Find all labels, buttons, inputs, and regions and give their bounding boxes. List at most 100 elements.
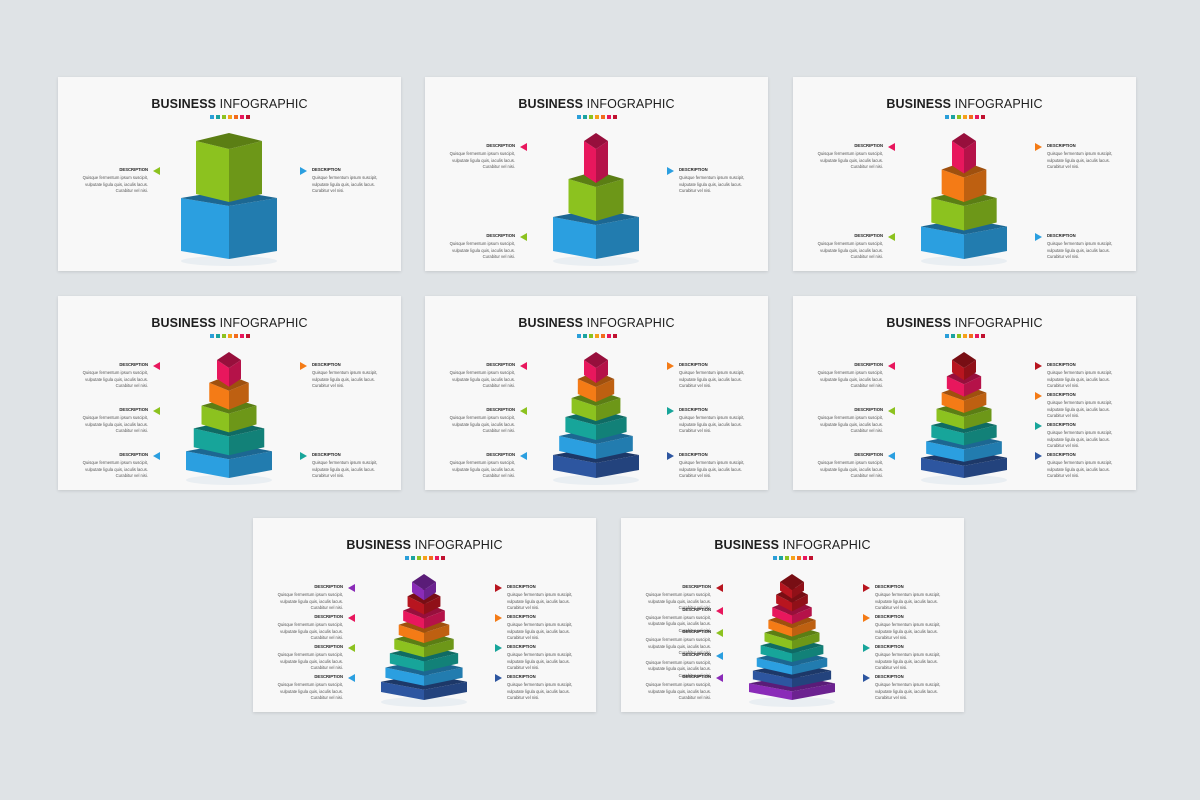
description-block-right: DESCRIPTION Quisque fermentum ipsum susci…: [1047, 233, 1127, 261]
triangle-right-icon: [300, 452, 307, 460]
triangle-left-icon: [348, 584, 355, 592]
color-dot: [594, 115, 599, 119]
description-text: Quisque fermentum ipsum suscipit, vulput…: [1047, 400, 1113, 419]
color-dot: [962, 115, 967, 119]
description-block-right: DESCRIPTION Quisque fermentum ipsum susci…: [1047, 143, 1127, 171]
color-dot: [606, 115, 611, 119]
color-dot: [233, 115, 238, 119]
description-block-left: DESCRIPTION Quisque fermentum ipsum susci…: [435, 452, 515, 480]
slide-1[interactable]: BUSINESS INFOGRAPHIC DESCRIPTION Quisque f…: [58, 77, 401, 271]
description-text: Quisque fermentum ipsum suscipit, vulput…: [679, 175, 745, 194]
description-text: Quisque fermentum ipsum suscipit, vulput…: [449, 370, 515, 389]
slide-title-bold: BUSINESS: [151, 316, 217, 330]
color-dot: [594, 334, 599, 338]
color-dot: [576, 115, 581, 119]
triangle-left-icon: [153, 452, 160, 460]
title-color-dots: [576, 334, 617, 338]
pyramid-reflection: [186, 475, 272, 485]
slide-6[interactable]: BUSINESS INFOGRAPHIC DESCRIPTION Quisque f…: [793, 296, 1136, 490]
pyramid-layer-dark_red: [952, 352, 976, 381]
description-label: DESCRIPTION: [1047, 452, 1076, 457]
color-dot: [209, 334, 214, 338]
description-label: DESCRIPTION: [1047, 422, 1076, 427]
description-label: DESCRIPTION: [312, 167, 341, 172]
description-label: DESCRIPTION: [486, 452, 515, 457]
description-block-left: DESCRIPTION Quisque fermentum ipsum susci…: [803, 233, 883, 261]
slide-8[interactable]: BUSINESS INFOGRAPHIC DESCRIPTION Quisque f…: [621, 518, 964, 712]
color-dot: [428, 556, 433, 560]
description-text: Quisque fermentum ipsum suscipit, vulput…: [1047, 430, 1113, 449]
pyramid-reflection: [553, 256, 639, 266]
description-block-left: DESCRIPTION Quisque fermentum ipsum susci…: [263, 584, 343, 612]
description-label: DESCRIPTION: [875, 614, 904, 619]
description-block-left: DESCRIPTION Quisque fermentum ipsum susci…: [68, 167, 148, 195]
description-text: Quisque fermentum ipsum suscipit, vulput…: [449, 460, 515, 479]
pyramid-reflection: [381, 697, 467, 707]
color-dot: [950, 334, 955, 338]
description-label: DESCRIPTION: [507, 584, 536, 589]
slide-title-bold: BUSINESS: [151, 97, 217, 111]
triangle-right-icon: [1035, 392, 1042, 400]
description-block-left: DESCRIPTION Quisque fermentum ipsum susci…: [631, 652, 711, 680]
description-label: DESCRIPTION: [486, 143, 515, 148]
triangle-left-icon: [888, 407, 895, 415]
pyramid-layer-lime: [568, 171, 624, 221]
slide-title: BUSINESS INFOGRAPHIC: [793, 97, 1136, 111]
description-label: DESCRIPTION: [507, 644, 536, 649]
description-label: DESCRIPTION: [314, 614, 343, 619]
pyramid-graphic: [186, 352, 272, 485]
description-block-right: DESCRIPTION Quisque fermentum ipsum susci…: [507, 644, 587, 672]
color-dot: [974, 115, 979, 119]
description-label: DESCRIPTION: [507, 674, 536, 679]
slide-title-light: INFOGRAPHIC: [951, 97, 1043, 111]
color-dot: [962, 334, 967, 338]
description-label: DESCRIPTION: [314, 674, 343, 679]
color-dot: [968, 115, 973, 119]
description-text: Quisque fermentum ipsum suscipit, vulput…: [1047, 151, 1113, 170]
color-dot: [612, 334, 617, 338]
pyramid-graphic: [381, 574, 467, 707]
description-label: DESCRIPTION: [312, 362, 341, 367]
description-label: DESCRIPTION: [119, 407, 148, 412]
slide-4[interactable]: BUSINESS INFOGRAPHIC DESCRIPTION Quisque f…: [58, 296, 401, 490]
slide-title-bold: BUSINESS: [346, 538, 412, 552]
slide-3[interactable]: BUSINESS INFOGRAPHIC DESCRIPTION Quisque f…: [793, 77, 1136, 271]
description-text: Quisque fermentum ipsum suscipit, vulput…: [645, 614, 711, 633]
description-text: Quisque fermentum ipsum suscipit, vulput…: [817, 415, 883, 434]
triangle-left-icon: [716, 651, 723, 660]
triangle-right-icon: [1035, 143, 1042, 151]
slide-title-light: INFOGRAPHIC: [583, 316, 675, 330]
pyramid-layer-pink: [584, 133, 608, 183]
color-dot: [239, 115, 244, 119]
description-label: DESCRIPTION: [1047, 362, 1076, 367]
color-dot: [796, 556, 801, 560]
slide-7[interactable]: BUSINESS INFOGRAPHIC DESCRIPTION Quisque f…: [253, 518, 596, 712]
slide-title-light: INFOGRAPHIC: [951, 316, 1043, 330]
description-block-left: DESCRIPTION Quisque fermentum ipsum susci…: [803, 362, 883, 390]
description-label: DESCRIPTION: [314, 644, 343, 649]
description-text: Quisque fermentum ipsum suscipit, vulput…: [875, 592, 941, 611]
description-block-right: DESCRIPTION Quisque fermentum ipsum susci…: [1047, 452, 1127, 480]
color-dot: [227, 115, 232, 119]
color-dot: [221, 115, 226, 119]
description-block-right: DESCRIPTION Quisque fermentum ipsum susci…: [1047, 392, 1127, 420]
triangle-left-icon: [348, 644, 355, 652]
description-block-right: DESCRIPTION Quisque fermentum ipsum susci…: [312, 362, 392, 390]
triangle-left-icon: [153, 167, 160, 175]
description-block-left: DESCRIPTION Quisque fermentum ipsum susci…: [631, 607, 711, 635]
description-block-left: DESCRIPTION Quisque fermentum ipsum susci…: [263, 674, 343, 702]
triangle-right-icon: [863, 584, 870, 592]
description-block-left: DESCRIPTION Quisque fermentum ipsum susci…: [631, 584, 711, 612]
color-dot: [227, 334, 232, 338]
description-text: Quisque fermentum ipsum suscipit, vulput…: [277, 652, 343, 671]
description-label: DESCRIPTION: [875, 674, 904, 679]
slide-2[interactable]: BUSINESS INFOGRAPHIC DESCRIPTION Quisque f…: [425, 77, 768, 271]
title-color-dots: [944, 115, 985, 119]
color-dot: [404, 556, 409, 560]
description-text: Quisque fermentum ipsum suscipit, vulput…: [645, 637, 711, 656]
color-dot: [974, 334, 979, 338]
slide-5[interactable]: BUSINESS INFOGRAPHIC DESCRIPTION Quisque f…: [425, 296, 768, 490]
description-block-right: DESCRIPTION Quisque fermentum ipsum susci…: [679, 452, 759, 480]
pyramid-reflection: [921, 256, 1007, 266]
description-block-left: DESCRIPTION Quisque fermentum ipsum susci…: [68, 362, 148, 390]
